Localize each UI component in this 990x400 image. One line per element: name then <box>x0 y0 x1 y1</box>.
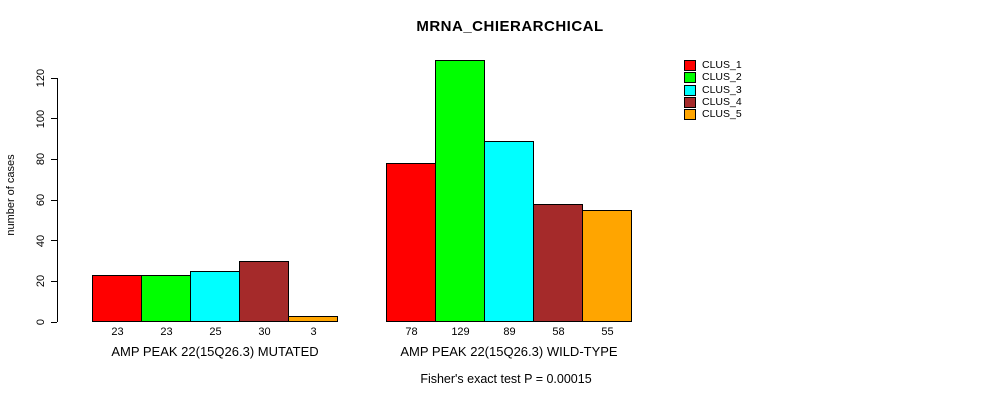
bar-value-label: 23 <box>160 326 173 338</box>
legend-swatch <box>684 72 696 84</box>
y-axis-tick-label: 120 <box>35 68 47 88</box>
y-axis-tick <box>51 158 57 160</box>
legend: CLUS_1 CLUS_2 CLUS_3 CLUS_4 CLUS_5 <box>684 60 742 121</box>
y-axis-tick <box>51 240 57 242</box>
legend-label: CLUS_5 <box>702 108 742 121</box>
y-axis-tick <box>51 118 57 120</box>
chart-title: MRNA_CHIERARCHICAL <box>416 18 604 35</box>
bar <box>533 204 583 322</box>
x-group-label-mutated: AMP PEAK 22(15Q26.3) MUTATED <box>111 344 319 359</box>
bar-value-label: 58 <box>552 326 565 338</box>
bar <box>239 261 289 322</box>
legend-swatch <box>684 109 696 121</box>
legend-swatch <box>684 60 696 71</box>
y-axis-tick <box>51 199 57 201</box>
legend-item: CLUS_4 <box>684 95 742 108</box>
legend-item: CLUS_5 <box>684 108 742 121</box>
bar <box>435 60 485 322</box>
legend-swatch <box>684 96 696 108</box>
legend-item: CLUS_2 <box>684 71 742 84</box>
bar <box>141 275 191 322</box>
bar-value-label: 78 <box>405 326 418 338</box>
y-axis-tick-label: 20 <box>35 275 47 288</box>
bar <box>190 271 240 322</box>
bar-value-label: 55 <box>601 326 614 338</box>
bar <box>92 275 142 322</box>
legend-item: CLUS_1 <box>684 60 742 71</box>
y-axis-tick-label: 100 <box>35 109 47 128</box>
bar-value-label: 25 <box>209 326 222 338</box>
bar-value-label: 129 <box>451 326 470 338</box>
legend-label: CLUS_2 <box>702 71 742 84</box>
y-axis-tick-label: 40 <box>35 234 47 247</box>
bar-value-label: 3 <box>310 326 317 338</box>
legend-label: CLUS_4 <box>702 95 742 108</box>
bar-value-label: 23 <box>111 326 124 338</box>
bar <box>582 210 632 322</box>
legend-item: CLUS_3 <box>684 83 742 96</box>
y-axis-tick-label: 60 <box>35 193 47 207</box>
legend-swatch <box>684 84 696 96</box>
bar <box>484 141 534 322</box>
bar-value-label: 30 <box>258 326 271 338</box>
y-axis-title: number of cases <box>5 154 17 236</box>
y-axis-line <box>57 78 58 322</box>
legend-label: CLUS_1 <box>702 59 742 71</box>
bar <box>386 163 436 322</box>
fisher-test-note: Fisher's exact test P = 0.00015 <box>420 372 592 386</box>
y-axis-tick <box>51 77 57 79</box>
bar <box>288 316 338 322</box>
y-axis-tick <box>51 280 57 282</box>
legend-label: CLUS_3 <box>702 83 742 96</box>
bar-value-label: 89 <box>503 326 516 338</box>
x-group-label-wild-type: AMP PEAK 22(15Q26.3) WILD-TYPE <box>400 344 618 359</box>
y-axis-tick-label: 80 <box>35 153 47 166</box>
y-axis-tick-label: 0 <box>35 318 47 326</box>
y-axis-tick <box>51 321 57 323</box>
